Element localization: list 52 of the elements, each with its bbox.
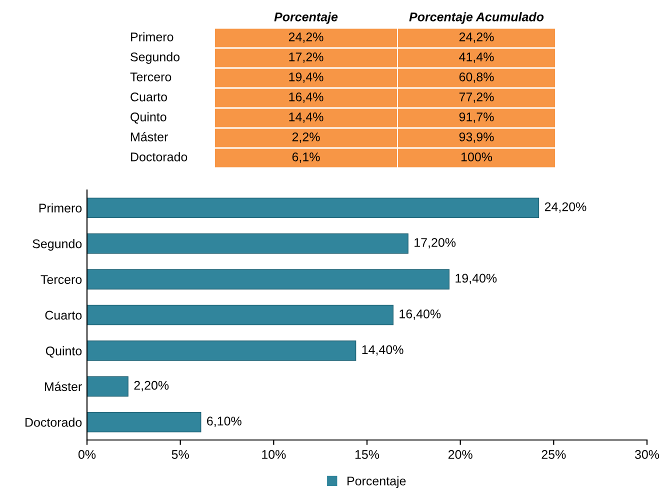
data-label: 24,20% [544, 202, 586, 213]
category-label: Segundo [130, 52, 180, 64]
y-tick-label: Segundo [32, 239, 82, 251]
bar [87, 269, 450, 290]
data-label: 6,10% [207, 416, 242, 427]
bar [87, 412, 202, 432]
y-tick-label: Máster [44, 382, 82, 392]
category-label: Doctorado [131, 152, 188, 162]
text: 41,4% [459, 52, 494, 63]
category-label: Cuarto [130, 92, 167, 102]
y-tick-label: Quinto [46, 346, 82, 358]
x-tick-label: 15% [355, 450, 380, 459]
text: 93,9% [459, 132, 494, 143]
text: 24,2% [288, 32, 324, 43]
bar [87, 304, 394, 326]
category-label: Quinto [130, 112, 166, 124]
y-tick-label: Primero [39, 203, 82, 213]
bar [87, 233, 408, 254]
x-tick-label: 30% [634, 450, 660, 459]
text: 77,2% [459, 92, 494, 103]
y-tick-label: Cuarto [45, 310, 82, 320]
bar [87, 376, 128, 397]
data-label: 16,40% [400, 310, 441, 320]
data-label: 19,40% [456, 274, 497, 284]
text: 100% [461, 152, 492, 162]
text: 6,1% [292, 152, 320, 163]
x-tick-label: 20% [448, 450, 472, 459]
text: 91,7% [459, 112, 494, 123]
x-tick-label: 10% [262, 450, 286, 459]
text: 60,8% [459, 72, 494, 83]
x-tick-label: 25% [542, 450, 566, 459]
x-tick-label: 0% [78, 450, 96, 459]
text: 14,4% [289, 112, 324, 123]
data-label: 2,20% [134, 380, 169, 392]
y-tick-label: Doctorado [25, 418, 82, 427]
text: 24,2% [459, 32, 494, 43]
text: 17,2% [289, 52, 324, 63]
text: 19,4% [289, 72, 324, 83]
x-tick-label: 5% [172, 450, 189, 459]
category-label: Porcentaje [274, 12, 338, 24]
legend-label: Porcentaje [348, 476, 406, 488]
text: 16,4% [289, 92, 324, 103]
data-label: 17,20% [414, 238, 456, 248]
category-label: Primero [131, 32, 174, 42]
y-tick-label: Tercero [40, 275, 82, 284]
data-label: 14,40% [362, 345, 404, 356]
category-label: Máster [131, 132, 168, 142]
bar [87, 198, 540, 218]
text: 2,2% [292, 132, 320, 143]
bar [87, 340, 356, 361]
category-label: Tercero [130, 72, 172, 82]
category-label: Porcentaje Acumulado [409, 12, 544, 24]
